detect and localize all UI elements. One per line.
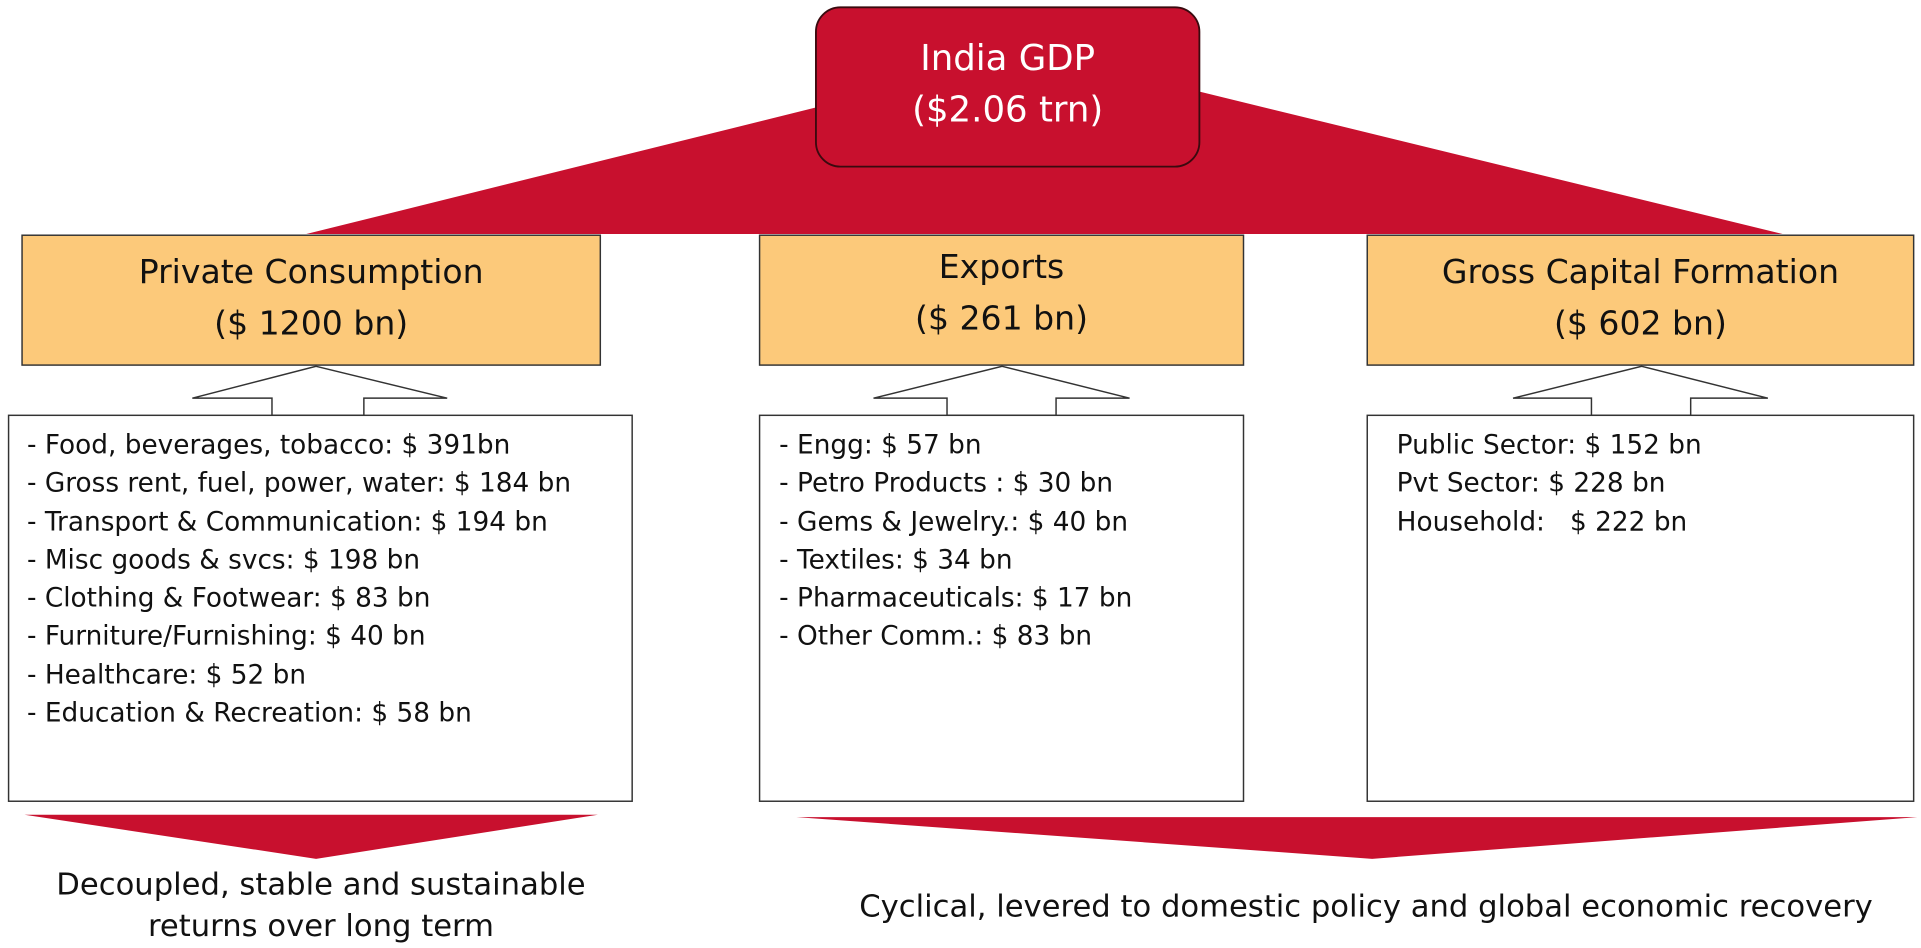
root-label: India GDP ($2.06 trn) — [816, 32, 1199, 135]
conclusion-line: Decoupled, stable and sustainable — [56, 866, 586, 902]
item: - Other Comm.: $ 83 bn — [779, 621, 1093, 653]
item: - Misc goods & svcs: $ 198 bn — [26, 545, 421, 576]
item: Pvt Sector: $ 228 bn — [1396, 468, 1666, 499]
conclusion: Cyclical, levered to domestic policy and… — [784, 886, 1921, 928]
detail-box — [1366, 414, 1915, 802]
item: - Engg: $ 57 bn — [779, 430, 982, 461]
conclusion-line: returns over long term — [147, 907, 494, 944]
up-arrow — [873, 365, 1130, 417]
component-box — [758, 234, 1245, 366]
item: Public Sector: $ 152 bn — [1396, 430, 1702, 461]
conclusion: Decoupled, stable and sustainable return… — [0, 864, 642, 947]
component-head: Exports ($ 261 bn) — [760, 243, 1244, 346]
component-title: Exports — [938, 248, 1065, 287]
item-list: - Food, beverages, tobacco: $ 391bn - Gro… — [27, 426, 615, 733]
item: - Textiles: $ 34 bn — [779, 545, 1013, 576]
component-value: ($ 602 bn) — [1553, 305, 1727, 344]
component-box — [1366, 234, 1915, 366]
component-head: Private Consumption ($ 1200 bn) — [22, 247, 600, 350]
item: - Healthcare: $ 52 bn — [26, 660, 307, 691]
up-arrow — [1512, 365, 1769, 417]
root-line: India GDP — [920, 36, 1096, 79]
detail-box — [758, 414, 1245, 802]
item: - Food, beverages, tobacco: $ 391bn — [26, 430, 511, 461]
item: - Gems & Jewelry.: $ 40 bn — [779, 506, 1129, 538]
root-box — [815, 6, 1201, 168]
down-wedge — [796, 817, 1918, 859]
item: - Gross rent, fuel, power, water: $ 184 … — [26, 468, 572, 499]
up-arrow — [192, 365, 448, 417]
down-wedge — [24, 814, 598, 859]
conclusion-line: Cyclical, levered to domestic policy and… — [859, 888, 1873, 924]
component-title: Gross Capital Formation — [1441, 253, 1840, 292]
component-value: ($ 261 bn) — [915, 300, 1089, 339]
item: - Pharmaceuticals: $ 17 bn — [779, 583, 1133, 615]
item: - Transport & Communication: $ 194 bn — [26, 506, 548, 538]
component-box — [21, 234, 602, 366]
detail-box — [7, 414, 633, 802]
item: Household: $ 222 bn — [1396, 506, 1688, 538]
item-list: - Engg: $ 57 bn - Petro Products : $ 30 b… — [779, 426, 1232, 656]
root-line: ($2.06 trn) — [912, 88, 1104, 130]
component-value: ($ 1200 bn) — [214, 305, 409, 344]
component-title: Private Consumption — [138, 253, 484, 292]
item: - Education & Recreation: $ 58 bn — [26, 698, 472, 730]
item: - Petro Products : $ 30 bn — [779, 468, 1114, 499]
component-head: Gross Capital Formation ($ 602 bn) — [1367, 247, 1913, 350]
item: - Furniture/Furnishing: $ 40 bn — [26, 621, 426, 653]
item: - Clothing & Footwear: $ 83 bn — [26, 583, 431, 615]
item-list: Public Sector: $ 152 bn Pvt Sector: $ 228… — [1397, 426, 1899, 541]
